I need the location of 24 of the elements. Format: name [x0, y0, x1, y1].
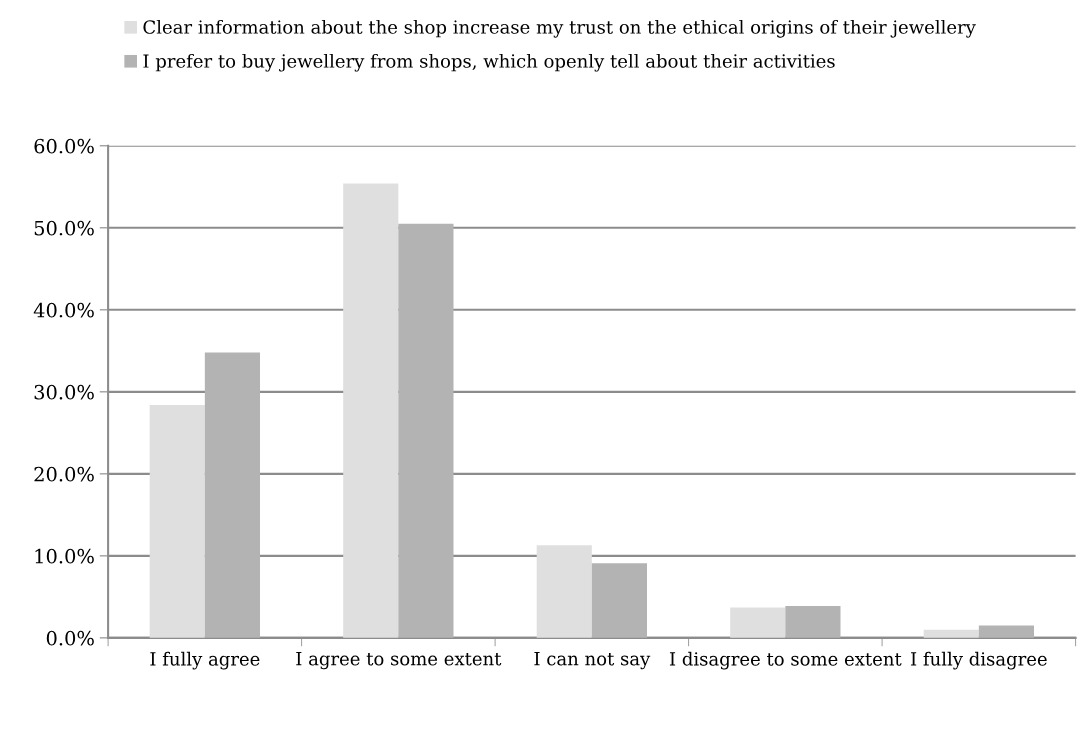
- bar: [343, 183, 399, 638]
- bar: [730, 607, 786, 638]
- bar: [204, 352, 260, 638]
- x-tick-label: I fully disagree: [911, 651, 1047, 670]
- bar: [785, 605, 841, 638]
- bar: [149, 404, 205, 638]
- bar: [398, 223, 454, 638]
- y-tick-label: 30.0%: [34, 384, 94, 400]
- x-tick-label: I agree to some extent: [296, 652, 502, 670]
- y-tick-label: 40.0%: [33, 302, 94, 318]
- x-tick-label: I can not say: [534, 652, 651, 670]
- bar: [536, 545, 592, 638]
- y-tick-label: 10.0%: [35, 548, 94, 564]
- legend-label: Clear information about the shop increase my trust on the ethical origins of their jewellery: [143, 19, 976, 38]
- bar: [978, 625, 1034, 638]
- y-tick-label: 50.0%: [34, 220, 94, 236]
- bar: [923, 629, 979, 638]
- y-tick-label: 60.0%: [34, 138, 94, 154]
- y-tick-label: 0.0%: [46, 630, 94, 646]
- legend-label: I prefer to buy jewellery from shops, which openly tell about their activities: [143, 53, 835, 72]
- x-tick-label: I disagree to some extent: [669, 651, 902, 670]
- bar: [591, 563, 647, 638]
- x-tick-label: I fully agree: [150, 651, 260, 670]
- y-tick-label: 20.0%: [34, 466, 94, 482]
